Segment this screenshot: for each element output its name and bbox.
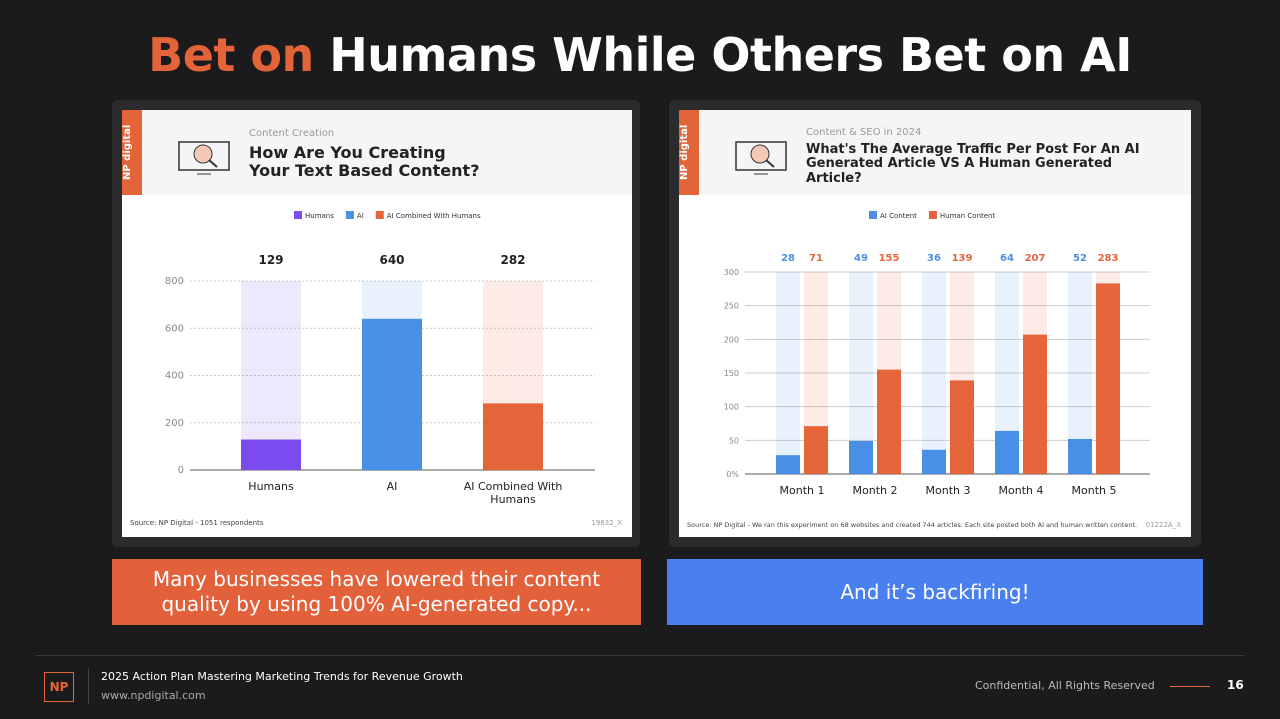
value-label: 71 bbox=[809, 253, 823, 264]
chart-card: NP digital Content Creation How Are You … bbox=[122, 110, 632, 537]
value-label: 49 bbox=[854, 253, 868, 264]
x-tick-label: Month 4 bbox=[998, 484, 1044, 497]
logo: NP bbox=[44, 672, 74, 702]
confidential: Confidential, All Rights Reserved bbox=[975, 679, 1155, 692]
value-label: 64 bbox=[1000, 253, 1014, 264]
y-tick-label: 400 bbox=[165, 371, 184, 382]
bar bbox=[362, 318, 422, 470]
chart-title: What's The Average Traffic Per Post For … bbox=[806, 142, 1140, 186]
caption-text: Many businesses have lowered their conte… bbox=[152, 567, 601, 616]
bar bbox=[995, 430, 1019, 474]
y-tick-label: 600 bbox=[165, 323, 184, 334]
caption-text: And it’s backfiring! bbox=[840, 579, 1030, 604]
bar bbox=[241, 439, 301, 470]
y-tick-label: 200 bbox=[165, 418, 184, 429]
y-tick-label: 50 bbox=[729, 436, 739, 445]
legend-swatch bbox=[345, 211, 354, 219]
x-tick-label: Humans bbox=[248, 480, 294, 493]
x-tick-label: Month 1 bbox=[779, 484, 825, 497]
bar bbox=[922, 449, 946, 474]
footer-accent bbox=[1170, 686, 1210, 687]
footer-title: 2025 Action Plan Mastering Marketing Tre… bbox=[101, 670, 463, 683]
bar bbox=[804, 426, 828, 474]
value-label: 640 bbox=[379, 253, 404, 267]
value-label: 129 bbox=[258, 253, 283, 267]
value-label: 282 bbox=[500, 253, 525, 267]
separator bbox=[88, 668, 89, 704]
chart-subtitle: Content & SEO in 2024 bbox=[806, 127, 922, 138]
bar bbox=[877, 369, 901, 474]
chart-subtitle: Content Creation bbox=[249, 128, 335, 139]
legend-swatch bbox=[375, 211, 384, 219]
legend-swatch bbox=[294, 211, 302, 219]
chart: 0 200 400 600 800 129 640 282 Humans AI AI Combine… bbox=[165, 211, 595, 476]
bar bbox=[1068, 438, 1092, 474]
value-label: 139 bbox=[952, 253, 973, 264]
chart-card: NP digital Content & SEO in 2024 What's … bbox=[679, 110, 1191, 537]
y-tick-label: 250 bbox=[724, 302, 739, 311]
bar bbox=[1023, 334, 1047, 474]
title-rest: Humans While Others Bet on AI bbox=[329, 28, 1132, 82]
icon bbox=[178, 141, 230, 175]
title-accent: Bet on bbox=[148, 28, 314, 82]
x-tick-label: AI bbox=[386, 480, 398, 493]
legend-label: AI bbox=[357, 212, 364, 220]
value-label: 207 bbox=[1025, 253, 1046, 264]
bar-track bbox=[849, 272, 873, 474]
bar bbox=[950, 380, 974, 474]
bar-track bbox=[776, 272, 800, 474]
legend-label: Human Content bbox=[940, 212, 996, 220]
bar bbox=[483, 403, 543, 470]
legend-label: AI Content bbox=[880, 212, 917, 220]
y-tick-label: 150 bbox=[724, 369, 739, 378]
value-label: 36 bbox=[927, 253, 941, 264]
y-tick-label: 200 bbox=[724, 335, 739, 344]
bar bbox=[776, 455, 800, 474]
x-tick-label: Month 3 bbox=[925, 484, 971, 497]
value-label: 283 bbox=[1098, 253, 1119, 264]
x-tick-label: AI Combined With Humans bbox=[463, 480, 563, 506]
source: Source: NP Digital - 1051 respondents bbox=[130, 519, 264, 527]
code: 19632_X bbox=[591, 519, 622, 527]
x-tick-label: Month 5 bbox=[1071, 484, 1117, 497]
footer-rule bbox=[35, 655, 1245, 656]
value-label: 28 bbox=[781, 253, 795, 264]
x-tick-label: Month 2 bbox=[852, 484, 898, 497]
code: 01222A_X bbox=[1145, 521, 1181, 529]
bar-track bbox=[922, 272, 946, 474]
y-tick-label: 0% bbox=[726, 470, 739, 479]
legend-label: Humans bbox=[305, 212, 334, 220]
caption: Many businesses have lowered their conte… bbox=[112, 559, 641, 625]
page-number: 16 bbox=[1227, 678, 1244, 692]
chart-title: How Are You Creating Your Text Based Con… bbox=[249, 143, 480, 180]
bar bbox=[849, 441, 873, 474]
bar-track bbox=[241, 281, 301, 470]
source: Source: NP Digital - We ran this experim… bbox=[687, 521, 1138, 529]
legend-swatch bbox=[928, 211, 937, 219]
legend-swatch bbox=[869, 211, 877, 219]
icon bbox=[735, 141, 787, 175]
slide-title: Bet on Humans While Others Bet on AI bbox=[0, 28, 1280, 82]
value-label: 155 bbox=[879, 253, 900, 264]
chart: 0% 50 100 150 200 250 300 28 71 49 155 36 139 64 207 52… bbox=[724, 211, 1150, 479]
y-tick-label: 100 bbox=[724, 403, 739, 412]
y-tick-label: 800 bbox=[165, 276, 184, 287]
caption: And it’s backfiring! bbox=[667, 559, 1203, 625]
y-tick-label: 300 bbox=[724, 268, 739, 277]
y-tick-label: 0 bbox=[178, 465, 184, 476]
footer-url: www.npdigital.com bbox=[101, 689, 206, 702]
bar bbox=[1096, 283, 1120, 474]
value-label: 52 bbox=[1073, 253, 1087, 264]
legend-label: AI Combined With Humans bbox=[387, 212, 481, 220]
